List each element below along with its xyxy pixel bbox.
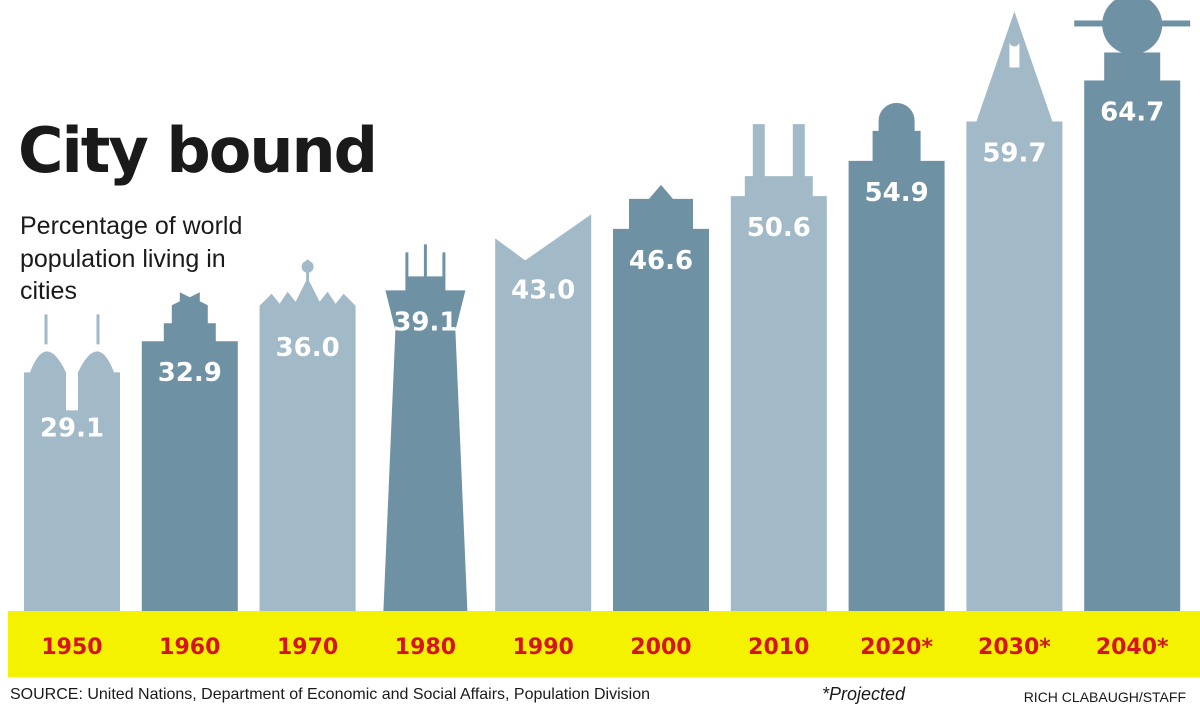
credit-line: RICH CLABAUGH/STAFF bbox=[1023, 689, 1186, 705]
value-label-2010: 50.6 bbox=[747, 213, 811, 243]
bar-1960 bbox=[141, 292, 238, 611]
value-label-2040: 64.7 bbox=[1100, 97, 1164, 127]
bar-1950 bbox=[24, 314, 120, 611]
value-label-2000: 46.6 bbox=[629, 246, 693, 276]
year-label-1960: 1960 bbox=[159, 635, 220, 660]
bar-2040 bbox=[1074, 0, 1191, 611]
value-label-1970: 36.0 bbox=[276, 333, 340, 363]
value-label-1960: 32.9 bbox=[158, 358, 222, 388]
chart-subtitle: Percentage of world population living in… bbox=[20, 212, 243, 305]
value-labels-group: 29.1 32.9 36.0 39.1 43.0 46.6 50.6 54.9 59.7 64.7 bbox=[40, 97, 1164, 443]
year-label-2010: 2010 bbox=[748, 635, 809, 660]
bar-2030 bbox=[966, 11, 1063, 611]
bar-2020 bbox=[848, 102, 945, 611]
source-note: SOURCE: United Nations, Department of Ec… bbox=[10, 686, 651, 703]
value-label-2020: 54.9 bbox=[865, 178, 929, 208]
year-label-2000: 2000 bbox=[630, 635, 691, 660]
value-label-2030: 59.7 bbox=[982, 138, 1046, 168]
bar-2010 bbox=[730, 124, 827, 611]
year-label-1970: 1970 bbox=[277, 635, 338, 660]
value-label-1980: 39.1 bbox=[393, 307, 457, 337]
chart-title: City bound bbox=[18, 114, 378, 187]
bar-1990 bbox=[495, 214, 592, 611]
base-band bbox=[8, 611, 1200, 677]
year-label-1950: 1950 bbox=[41, 635, 102, 660]
bar-1980 bbox=[383, 244, 468, 611]
year-label-2040: 2040* bbox=[1096, 635, 1169, 660]
year-label-2030: 2030* bbox=[978, 635, 1051, 660]
bar-1970 bbox=[259, 259, 356, 611]
projected-note: *Projected bbox=[822, 684, 906, 704]
bars-group bbox=[24, 0, 1191, 611]
value-label-1990: 43.0 bbox=[511, 275, 575, 305]
value-label-1950: 29.1 bbox=[40, 413, 104, 443]
year-label-2020: 2020* bbox=[860, 635, 933, 660]
bar-2000 bbox=[613, 184, 709, 611]
year-label-1980: 1980 bbox=[395, 635, 456, 660]
year-labels-group: 1950 1960 1970 1980 1990 2000 2010 2020* 2030* 20… bbox=[41, 635, 1169, 660]
year-label-1990: 1990 bbox=[513, 635, 574, 660]
